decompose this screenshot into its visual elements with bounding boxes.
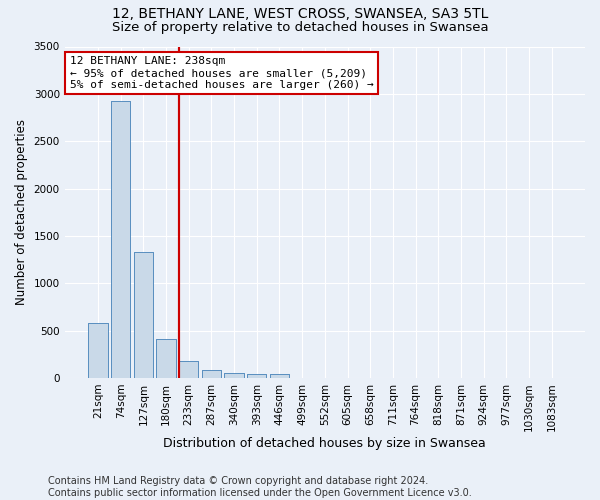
Text: 12, BETHANY LANE, WEST CROSS, SWANSEA, SA3 5TL: 12, BETHANY LANE, WEST CROSS, SWANSEA, S… — [112, 8, 488, 22]
Bar — [270, 374, 289, 378]
Bar — [88, 323, 107, 378]
X-axis label: Distribution of detached houses by size in Swansea: Distribution of detached houses by size … — [163, 437, 486, 450]
Bar — [157, 338, 176, 378]
Bar — [179, 362, 199, 378]
Bar — [157, 338, 176, 378]
Bar — [247, 374, 266, 378]
Text: 12 BETHANY LANE: 238sqm
← 95% of detached houses are smaller (5,209)
5% of semi-: 12 BETHANY LANE: 238sqm ← 95% of detache… — [70, 56, 374, 90]
Bar — [224, 372, 244, 378]
Bar — [202, 370, 221, 378]
Bar — [134, 252, 153, 378]
Bar — [202, 370, 221, 378]
Text: Size of property relative to detached houses in Swansea: Size of property relative to detached ho… — [112, 21, 488, 34]
Bar — [247, 374, 266, 378]
Bar — [111, 102, 130, 378]
Bar — [179, 362, 199, 378]
Bar — [111, 102, 130, 378]
Text: Contains HM Land Registry data © Crown copyright and database right 2024.
Contai: Contains HM Land Registry data © Crown c… — [48, 476, 472, 498]
Bar — [270, 374, 289, 378]
Y-axis label: Number of detached properties: Number of detached properties — [15, 119, 28, 305]
Bar — [134, 252, 153, 378]
Bar — [224, 372, 244, 378]
Bar — [88, 323, 107, 378]
